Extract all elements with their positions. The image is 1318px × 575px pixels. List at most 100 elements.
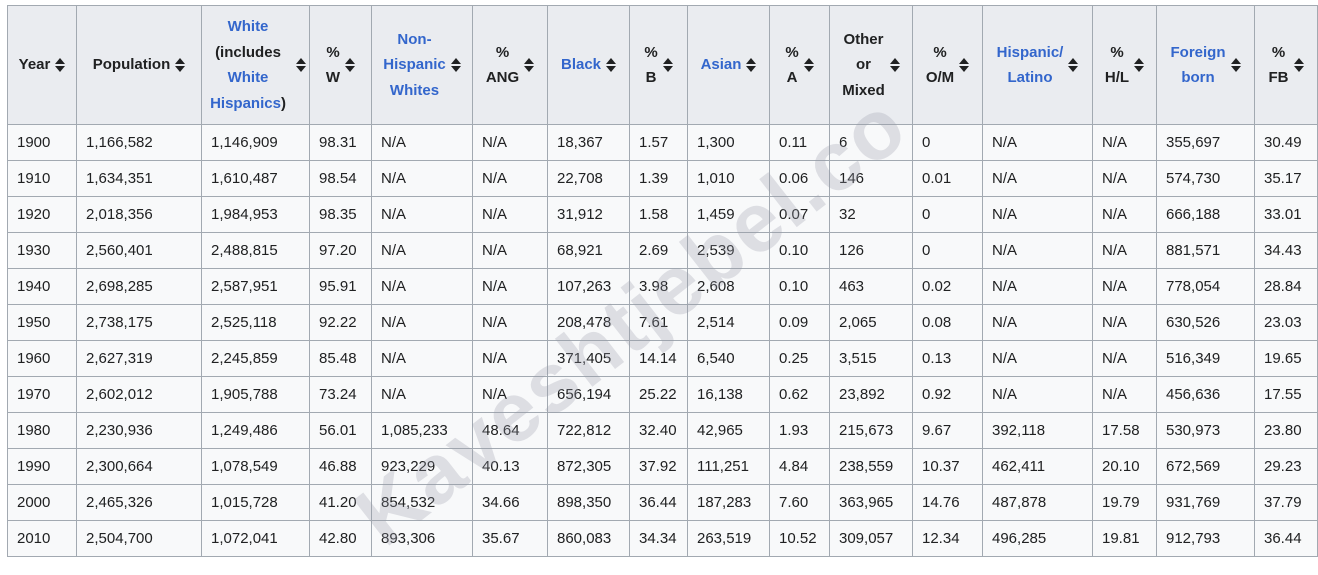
table-cell: 28.84 — [1255, 269, 1318, 305]
column-header-text: Hispanic/ Latino — [997, 40, 1064, 91]
column-header-text: % O/M — [926, 40, 954, 91]
table-cell: 68,921 — [548, 233, 630, 269]
column-header-other-mixed[interactable]: Other or Mixed — [830, 6, 913, 125]
column-header-text: % H/L — [1105, 40, 1129, 91]
table-cell: 23,892 — [830, 377, 913, 413]
table-cell: 3.98 — [630, 269, 688, 305]
table-cell: 530,973 — [1157, 413, 1255, 449]
white-link[interactable]: White — [228, 18, 269, 35]
table-row: 20102,504,7001,072,04142.80893,30635.678… — [8, 521, 1318, 557]
table-cell: 238,559 — [830, 449, 913, 485]
table-cell: N/A — [983, 197, 1093, 233]
table-cell: 98.35 — [310, 197, 372, 233]
column-header-pct-ang[interactable]: % ANG — [473, 6, 548, 125]
column-header-pct-hl[interactable]: % H/L — [1093, 6, 1157, 125]
table-cell: 1,085,233 — [372, 413, 473, 449]
column-header-pct-b[interactable]: % B — [630, 6, 688, 125]
column-header-population[interactable]: Population — [77, 6, 202, 125]
foreign-born-link[interactable]: Foreign born — [1171, 44, 1226, 87]
table-cell: 666,188 — [1157, 197, 1255, 233]
table-cell: 14.14 — [630, 341, 688, 377]
white-label: ) — [281, 95, 286, 112]
table-cell: 656,194 — [548, 377, 630, 413]
column-header-hispanic-latino[interactable]: Hispanic/ Latino — [983, 6, 1093, 125]
table-cell: 10.52 — [770, 521, 830, 557]
table-cell: 392,118 — [983, 413, 1093, 449]
table-cell: 0.62 — [770, 377, 830, 413]
table-row: 19302,560,4012,488,81597.20N/AN/A68,9212… — [8, 233, 1318, 269]
white-link[interactable]: White Hispanics — [210, 69, 281, 112]
table-cell: 2,504,700 — [77, 521, 202, 557]
table-cell: 912,793 — [1157, 521, 1255, 557]
sort-icon — [1231, 58, 1241, 72]
table-cell: 860,083 — [548, 521, 630, 557]
table-cell: N/A — [473, 233, 548, 269]
table-cell: 2,525,118 — [202, 305, 310, 341]
table-cell: N/A — [473, 269, 548, 305]
table-row: 19902,300,6641,078,54946.88923,22940.138… — [8, 449, 1318, 485]
pct-b-label: % B — [644, 44, 657, 87]
table-cell: 778,054 — [1157, 269, 1255, 305]
table-cell: 923,229 — [372, 449, 473, 485]
sort-icon — [804, 58, 814, 72]
pct-ang-label: % ANG — [486, 44, 519, 87]
table-cell: 2,514 — [688, 305, 770, 341]
table-cell: 309,057 — [830, 521, 913, 557]
sort-icon — [746, 58, 756, 72]
column-header-white[interactable]: White (includes White Hispanics) — [202, 6, 310, 125]
table-cell: N/A — [1093, 233, 1157, 269]
column-header-pct-w[interactable]: % W — [310, 6, 372, 125]
table-cell: 14.76 — [913, 485, 983, 521]
column-header-text: % ANG — [486, 40, 519, 91]
sort-icon — [1134, 58, 1144, 72]
table-cell: N/A — [372, 341, 473, 377]
hispanic-latino-link[interactable]: Hispanic/ Latino — [997, 44, 1064, 87]
column-header-black[interactable]: Black — [548, 6, 630, 125]
table-cell: 1,984,953 — [202, 197, 310, 233]
sort-icon — [959, 58, 969, 72]
column-header-non-hispanic-whites[interactable]: Non- Hispanic Whites — [372, 6, 473, 125]
table-cell: 0.92 — [913, 377, 983, 413]
table-cell: 1,610,487 — [202, 161, 310, 197]
table-cell: 1.93 — [770, 413, 830, 449]
column-header-pct-a[interactable]: % A — [770, 6, 830, 125]
table-cell: N/A — [1093, 269, 1157, 305]
table-cell: 36.44 — [1255, 521, 1318, 557]
table-cell: 187,283 — [688, 485, 770, 521]
table-cell: N/A — [983, 341, 1093, 377]
column-header-pct-fb[interactable]: % FB — [1255, 6, 1318, 125]
asian-link[interactable]: Asian — [701, 56, 742, 73]
column-header-foreign-born[interactable]: Foreign born — [1157, 6, 1255, 125]
table-cell: 19.65 — [1255, 341, 1318, 377]
table-cell: 0.25 — [770, 341, 830, 377]
table-cell: N/A — [473, 197, 548, 233]
table-cell: 0.06 — [770, 161, 830, 197]
table-cell: 722,812 — [548, 413, 630, 449]
sort-icon — [296, 58, 306, 72]
black-link[interactable]: Black — [561, 56, 601, 73]
non-hispanic-whites-link[interactable]: Non- Hispanic Whites — [383, 31, 446, 99]
table-cell: 10.37 — [913, 449, 983, 485]
table-cell: N/A — [372, 125, 473, 161]
table-cell: 2010 — [8, 521, 77, 557]
table-cell: 22,708 — [548, 161, 630, 197]
table-cell: 20.10 — [1093, 449, 1157, 485]
table-cell: 2,587,951 — [202, 269, 310, 305]
column-header-pct-om[interactable]: % O/M — [913, 6, 983, 125]
table-cell: 42,965 — [688, 413, 770, 449]
table-cell: 1,459 — [688, 197, 770, 233]
table-cell: 0.09 — [770, 305, 830, 341]
table-cell: N/A — [983, 125, 1093, 161]
column-header-asian[interactable]: Asian — [688, 6, 770, 125]
table-cell: 19.79 — [1093, 485, 1157, 521]
column-header-text: Population — [93, 52, 171, 78]
table-cell: 854,532 — [372, 485, 473, 521]
demographics-table: Year Population White (includes White Hisp… — [7, 5, 1318, 557]
column-header-text: Asian — [701, 52, 742, 78]
table-cell: 1960 — [8, 341, 77, 377]
table-cell: 2,627,319 — [77, 341, 202, 377]
column-header-year[interactable]: Year — [8, 6, 77, 125]
table-cell: N/A — [372, 269, 473, 305]
table-cell: N/A — [1093, 125, 1157, 161]
table-row: 19802,230,9361,249,48656.011,085,23348.6… — [8, 413, 1318, 449]
